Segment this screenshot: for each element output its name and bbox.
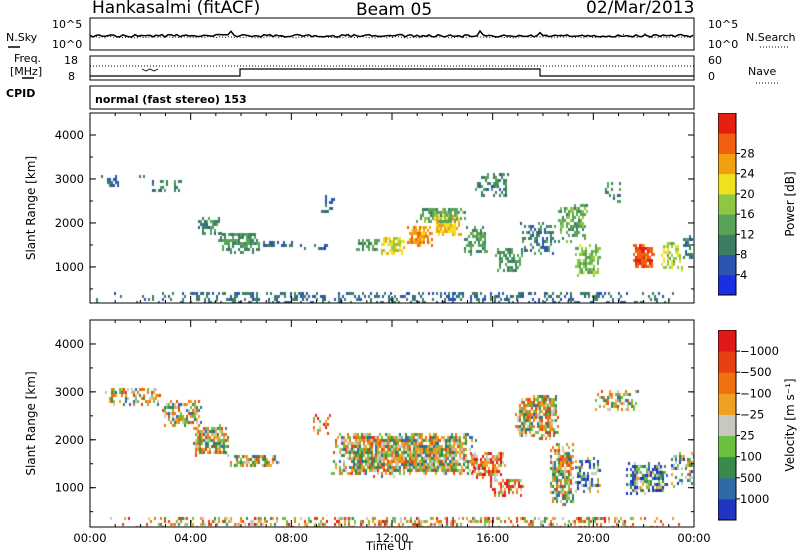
velocity-colorbar-tick-label: 100: [740, 450, 762, 464]
power-colorbar-segment: [718, 274, 736, 296]
power-panel-ytick-label: 3000: [55, 172, 84, 186]
velocity-colorbar-segment: [718, 456, 736, 479]
power-colorbar-tick-label: 20: [740, 187, 755, 201]
cpid-text: normal (fast stereo) 153: [95, 93, 247, 106]
velocity-colorbar-segment: [718, 477, 736, 500]
velocity-panel-xtick-label: 16:00: [476, 531, 509, 545]
velocity-colorbar-tick-label: −1000: [740, 344, 779, 358]
velocity-panel-ytick-label: 3000: [55, 385, 84, 399]
velocity-colorbar-tick-label: 25: [740, 429, 755, 443]
power-colorbar-segment: [718, 113, 736, 134]
velocity-colorbar-segment: [718, 330, 736, 352]
velocity-panel-xtick-label: 20:00: [577, 531, 610, 545]
beam-title: Beam 05: [356, 0, 433, 20]
power-panel-ytick-label: 4000: [55, 128, 84, 142]
freq-tick-high: 18: [64, 54, 78, 67]
velocity-panel-xtick-label: 00:00: [677, 531, 710, 545]
status-panels: [8, 17, 788, 110]
power-heatmap-canvas: [90, 113, 694, 303]
velocity-colorbar-segment: [718, 498, 736, 521]
cpid-panel-frame: [89, 85, 695, 110]
nsky-series: [89, 29, 694, 38]
velocity-panel-ylabel: Slant Range [km]: [24, 371, 38, 475]
nsky-label: N.Sky: [6, 31, 38, 44]
power-colorbar-tick-label: 24: [740, 167, 755, 181]
date-title: 02/Mar/2013: [586, 0, 695, 18]
freq-series: [90, 68, 694, 77]
power-colorbar-tick-label: 4: [740, 268, 747, 282]
power-colorbar-segment: [718, 234, 736, 256]
velocity-colorbar-tick-label: −500: [740, 365, 772, 379]
power-colorbar-segment: [718, 153, 736, 175]
power-colorbar-segment: [718, 173, 736, 195]
velocity-colorbar-segment: [718, 393, 736, 415]
power-colorbar-tick-label: 16: [740, 207, 755, 221]
power-colorbar-segment: [718, 254, 736, 276]
velocity-panel-ytick-label: 4000: [55, 337, 84, 351]
velocity-panel-xtick-label: 00:00: [73, 531, 106, 545]
velocity-colorbar-segment: [718, 435, 736, 458]
velocity-colorbar-tick-label: 1000: [740, 492, 769, 506]
power-colorbar-tick-label: 8: [740, 248, 747, 262]
nsearch-series: [89, 32, 694, 39]
nave-label: Nave: [748, 65, 777, 78]
velocity-colorbar-frame: [718, 330, 737, 521]
power-panel-ylabel: Slant Range [km]: [24, 156, 38, 260]
power-colorbar: 4 8 12 16 20 24 28 Power [dB]: [718, 113, 797, 296]
velocity-colorbar-tick-label: 500: [740, 471, 762, 485]
cpid-label: CPID: [6, 87, 36, 100]
power-colorbar-tick-label: 12: [740, 227, 755, 241]
nave-dip: [141, 68, 159, 72]
velocity-colorbar-tick-label: −100: [740, 386, 772, 400]
power-colorbar-segment: [718, 133, 736, 154]
freq-label: Freq.: [14, 52, 42, 65]
station-title: Hankasalmi (fitACF): [92, 0, 261, 18]
noise-tick-high: 10^5: [52, 18, 83, 31]
power-colorbar-segment: [718, 193, 736, 215]
power-panel-ytick-label: 2000: [55, 216, 84, 230]
power-colorbar-frame: [718, 113, 737, 296]
power-colorbar-tick-label: 28: [740, 146, 755, 160]
nave-tick-low: 0: [708, 70, 715, 83]
velocity-colorbar: 1000 500 100 25 −25 −100 −500 −1000 Velocity [m …: [718, 330, 797, 521]
velocity-panel-xtick-label: 04:00: [174, 531, 207, 545]
velocity-colorbar-tick-label: −25: [740, 407, 764, 421]
velocity-panel-ytick-label: 2000: [55, 433, 84, 447]
velocity-colorbar-segment: [718, 351, 736, 373]
nsearch-label: N.Search: [746, 31, 796, 44]
velocity-colorbar-segment: [718, 372, 736, 394]
freq-tick-low: 8: [68, 70, 75, 83]
velocity-panel-ytick-label: 1000: [55, 481, 84, 495]
noise-tick-high-right: 10^5: [708, 18, 739, 31]
freq-unit-label: [MHz]: [10, 65, 43, 78]
noise-panel-frame: [89, 17, 695, 51]
x-axis-title: Time UT: [366, 539, 414, 553]
power-colorbar-label: Power [dB]: [783, 171, 797, 236]
noise-tick-low: 10^0: [52, 38, 83, 51]
velocity-panel-xtick-label: 08:00: [275, 531, 308, 545]
power-panel-ytick-label: 1000: [55, 260, 84, 274]
freq-panel-frame: [89, 55, 695, 81]
power-colorbar-segment: [718, 214, 736, 235]
noise-tick-low-right: 10^0: [708, 38, 739, 51]
velocity-colorbar-label: Velocity [m s⁻¹]: [783, 378, 797, 471]
nave-tick-high: 60: [708, 54, 722, 67]
velocity-colorbar-segment: [718, 414, 736, 437]
velocity-heatmap-canvas: [90, 320, 694, 527]
